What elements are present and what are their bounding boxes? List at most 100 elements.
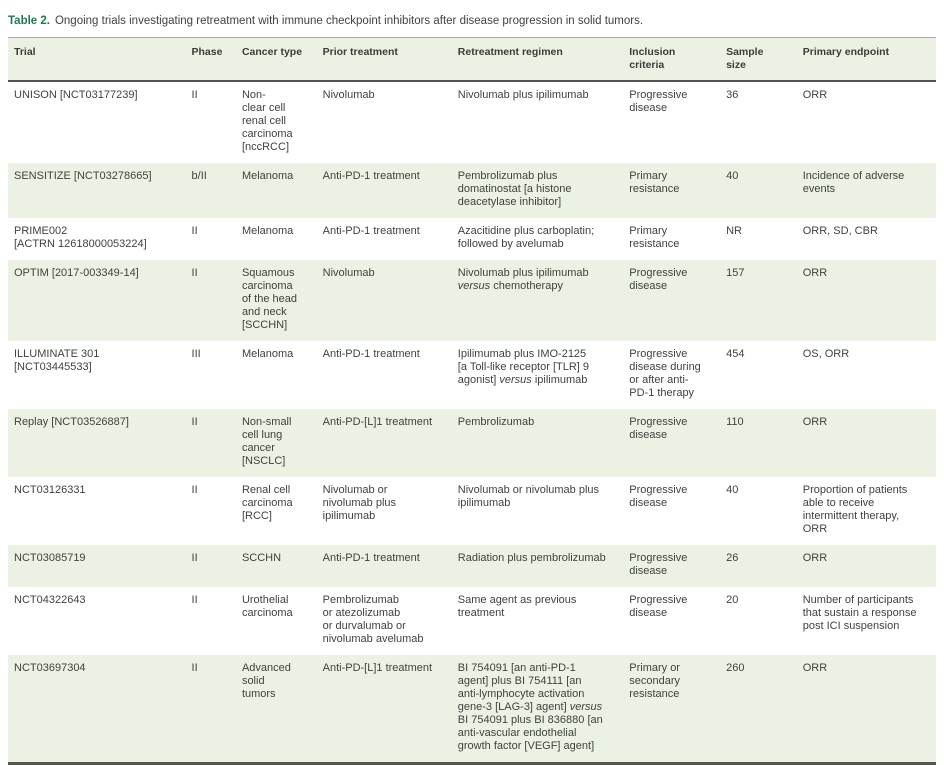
cell-inclusion: Progressive disease during or after anti… bbox=[629, 348, 701, 399]
cell-cancer_type: Melanoma bbox=[241, 348, 294, 360]
cell-sample: 20 bbox=[726, 594, 739, 606]
table-row: PRIME002 [ACTRN 12618000053224] II Melanom… bbox=[8, 218, 936, 260]
cell-endpoint: ORR bbox=[802, 416, 828, 428]
column-header-regimen: Retreatment regimen bbox=[451, 37, 624, 82]
regimen-text: Pembrolizumab plus domatinostat [a histo… bbox=[457, 170, 572, 208]
cell-trial: SENSITIZE [NCT03278665] bbox=[14, 170, 152, 182]
cell-prior_treatment: Nivolumab bbox=[322, 89, 375, 101]
table-row: UNISON [NCT03177239] II Non- clear cell re… bbox=[8, 81, 936, 163]
cell-phase: II bbox=[191, 89, 198, 101]
cell-regimen: Ipilimumab plus IMO-2125 [a Toll-like re… bbox=[452, 341, 623, 409]
table-row: OPTIM [2017-003349-14] II Squamous carcino… bbox=[8, 260, 936, 341]
versus-italic-text: versus bbox=[499, 374, 532, 386]
cell-sample: NR bbox=[726, 225, 742, 237]
table-row: ILLUMINATE 301 [NCT03445533] III Melanoma A… bbox=[8, 341, 936, 409]
regimen-text: Pembrolizumab bbox=[457, 416, 535, 428]
cell-inclusion: Primary resistance bbox=[629, 225, 680, 250]
regimen-text: Same agent as previous treatment bbox=[457, 594, 577, 619]
cell-sample: 40 bbox=[726, 484, 739, 496]
cell-prior_treatment: Anti-PD-1 treatment bbox=[322, 225, 420, 237]
table-caption-text: Ongoing trials investigating retreatment… bbox=[54, 15, 644, 27]
regimen-text: Azacitidine plus carboplatin; followed b… bbox=[457, 225, 595, 250]
versus-italic-text: versus bbox=[457, 280, 491, 292]
cell-endpoint: Incidence of adverse events bbox=[802, 170, 905, 195]
cell-phase: II bbox=[191, 267, 198, 279]
cell-trial: OPTIM [2017-003349-14] bbox=[14, 267, 139, 279]
cell-regimen: Nivolumab or nivolumab plus ipilimumab bbox=[452, 477, 623, 545]
cell-regimen: BI 754091 [an anti-PD-1 agent] plus BI 7… bbox=[452, 655, 623, 764]
table-header-row: Trial Phase Cancer type Prior treatment Retr… bbox=[8, 37, 936, 82]
cell-trial: NCT03126331 bbox=[14, 484, 86, 496]
cell-cancer_type: Squamous carcinoma of the head and neck … bbox=[241, 267, 297, 331]
cell-inclusion: Progressive disease bbox=[629, 484, 688, 509]
cell-endpoint: ORR bbox=[802, 552, 828, 564]
cell-trial: NCT03697304 bbox=[14, 662, 86, 674]
regimen-text: Ipilimumab plus IMO-2125 [a Toll-like re… bbox=[457, 348, 590, 386]
table-row: NCT03085719 II SCCHN Anti-PD-1 treatment Rad… bbox=[8, 545, 936, 587]
cell-prior_treatment: Anti-PD-1 treatment bbox=[322, 170, 420, 182]
cell-phase: II bbox=[191, 484, 198, 496]
cell-cancer_type: Melanoma bbox=[241, 225, 294, 237]
cell-endpoint: ORR bbox=[802, 267, 828, 279]
column-header-trial: Trial bbox=[8, 37, 186, 82]
regimen-text: Radiation plus pembrolizumab bbox=[457, 552, 606, 564]
cell-prior_treatment: Nivolumab bbox=[322, 267, 375, 279]
cell-inclusion: Progressive disease bbox=[629, 267, 688, 292]
cell-phase: III bbox=[191, 348, 201, 360]
cell-inclusion: Progressive disease bbox=[629, 89, 688, 114]
cell-cancer_type: Melanoma bbox=[241, 170, 294, 182]
cell-endpoint: Proportion of patients able to receive i… bbox=[802, 484, 908, 535]
table-row: NCT04322643 II Urothelial carcinoma Pembrol… bbox=[8, 587, 936, 655]
versus-italic-text: versus bbox=[569, 701, 603, 713]
table-caption: Table 2. Ongoing trials investigating ret… bbox=[8, 14, 936, 28]
regimen-text: BI 754091 [an anti-PD-1 agent] plus BI 7… bbox=[457, 662, 585, 713]
cell-sample: 260 bbox=[726, 662, 745, 674]
cell-endpoint: Number of participants that sustain a re… bbox=[802, 594, 917, 632]
cell-inclusion: Progressive disease bbox=[629, 416, 688, 441]
cell-trial: UNISON [NCT03177239] bbox=[14, 89, 138, 101]
cell-phase: II bbox=[191, 552, 198, 564]
cell-regimen: Pembrolizumab bbox=[452, 409, 623, 477]
column-header-sample: Sample size bbox=[720, 37, 797, 82]
cell-trial: NCT03085719 bbox=[14, 552, 86, 564]
cell-trial: Replay [NCT03526887] bbox=[14, 416, 129, 428]
trials-table: Trial Phase Cancer type Prior treatment Retr… bbox=[8, 37, 936, 765]
cell-cancer_type: Non- clear cell renal cell carcinoma [nc… bbox=[241, 89, 293, 153]
cell-prior_treatment: Anti-PD-1 treatment bbox=[322, 348, 420, 360]
cell-inclusion: Primary or secondary resistance bbox=[629, 662, 681, 700]
cell-prior_treatment: Anti-PD-[L]1 treatment bbox=[322, 416, 433, 428]
column-header-prior_treatment: Prior treatment bbox=[316, 37, 452, 82]
table-row: SENSITIZE [NCT03278665] b/II Melanoma Anti-… bbox=[8, 163, 936, 218]
cell-sample: 36 bbox=[726, 89, 739, 101]
regimen-text: chemotherapy bbox=[490, 280, 563, 292]
cell-cancer_type: Non-small cell lung cancer [NSCLC] bbox=[241, 416, 292, 467]
cell-sample: 110 bbox=[726, 416, 744, 428]
cell-sample: 454 bbox=[726, 348, 745, 360]
cell-cancer_type: Urothelial carcinoma bbox=[241, 594, 293, 619]
cell-cancer_type: Renal cell carcinoma [RCC] bbox=[241, 484, 293, 522]
cell-regimen: Radiation plus pembrolizumab bbox=[452, 545, 623, 587]
cell-sample: 26 bbox=[726, 552, 739, 564]
cell-phase: II bbox=[191, 416, 198, 428]
regimen-text: BI 754091 plus BI 836880 [an anti-vascul… bbox=[457, 714, 603, 752]
cell-trial: PRIME002 [ACTRN 12618000053224] bbox=[14, 225, 147, 250]
table-row: NCT03697304 II Advanced solid tumors Anti-P… bbox=[8, 655, 936, 764]
cell-endpoint: ORR bbox=[802, 662, 828, 674]
table-row: Replay [NCT03526887] II Non-small cell lun… bbox=[8, 409, 936, 477]
cell-prior_treatment: Pembrolizumab or atezolizumab or durvalu… bbox=[322, 594, 424, 645]
cell-phase: II bbox=[191, 662, 198, 674]
cell-phase: II bbox=[191, 594, 198, 606]
cell-trial: NCT04322643 bbox=[14, 594, 86, 606]
cell-inclusion: Progressive disease bbox=[629, 552, 688, 577]
column-header-inclusion: Inclusion criteria bbox=[623, 37, 721, 82]
cell-inclusion: Progressive disease bbox=[629, 594, 688, 619]
cell-inclusion: Primary resistance bbox=[629, 170, 680, 195]
table-body: UNISON [NCT03177239] II Non- clear cell re… bbox=[8, 81, 936, 764]
regimen-text: Nivolumab plus ipilimumab bbox=[457, 89, 589, 101]
cell-endpoint: ORR, SD, CBR bbox=[802, 225, 878, 237]
cell-regimen: Nivolumab plus ipilimumab versus chemoth… bbox=[452, 260, 623, 341]
cell-cancer_type: Advanced solid tumors bbox=[241, 662, 291, 700]
cell-regimen: Pembrolizumab plus domatinostat [a histo… bbox=[452, 163, 623, 218]
cell-cancer_type: SCCHN bbox=[241, 552, 282, 564]
cell-regimen: Nivolumab plus ipilimumab bbox=[452, 81, 623, 163]
